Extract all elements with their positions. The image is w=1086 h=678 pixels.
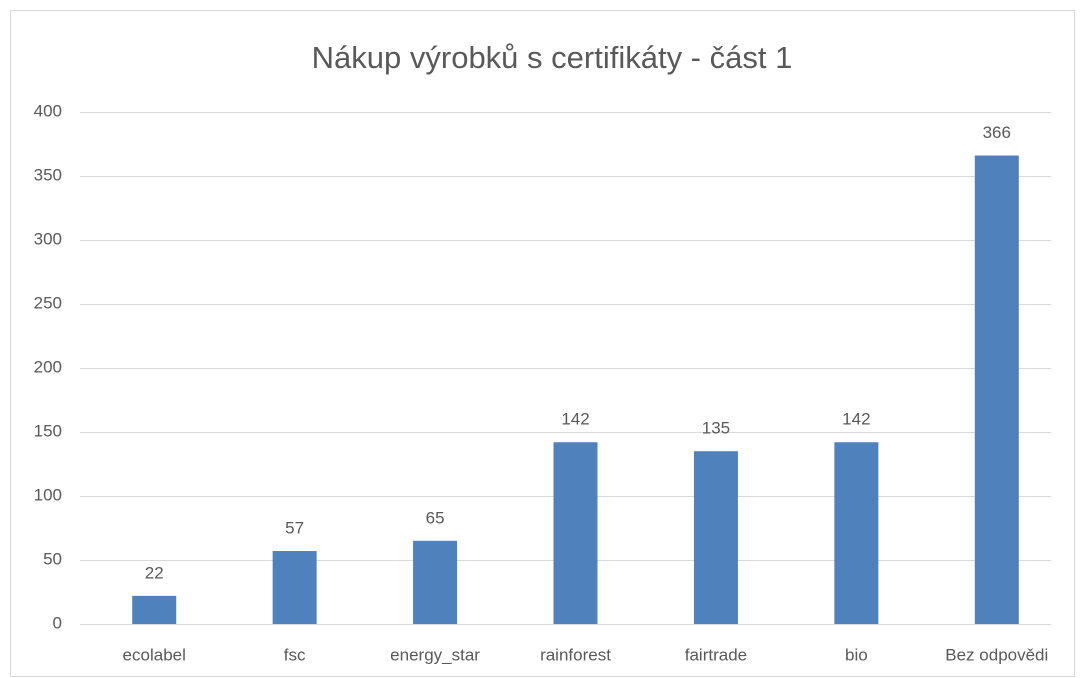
x-tick-label: rainforest bbox=[540, 645, 611, 664]
data-label: 65 bbox=[426, 508, 445, 527]
bar bbox=[974, 155, 1019, 624]
x-tick-label: ecolabel bbox=[123, 645, 186, 664]
data-label: 57 bbox=[285, 519, 304, 538]
data-label: 22 bbox=[145, 563, 164, 582]
y-tick-label: 250 bbox=[34, 293, 62, 312]
x-tick-label: energy_star bbox=[390, 645, 480, 664]
bar bbox=[693, 451, 738, 624]
y-tick-label: 50 bbox=[43, 549, 62, 568]
y-tick-label: 300 bbox=[34, 229, 62, 248]
y-tick-label: 350 bbox=[34, 165, 62, 184]
x-tick-label: Bez odpovědi bbox=[945, 645, 1048, 664]
y-tick-label: 400 bbox=[34, 101, 62, 120]
data-label: 135 bbox=[702, 419, 730, 438]
chart-title: Nákup výrobků s certifikáty - část 1 bbox=[312, 40, 793, 75]
bar bbox=[272, 551, 317, 624]
chart-frame bbox=[10, 10, 1075, 677]
data-label: 142 bbox=[842, 410, 870, 429]
bar bbox=[834, 442, 879, 624]
y-tick-label: 100 bbox=[34, 485, 62, 504]
y-tick-label: 0 bbox=[53, 613, 62, 632]
x-tick-label: bio bbox=[845, 645, 868, 664]
y-tick-label: 150 bbox=[34, 421, 62, 440]
x-tick-label: fairtrade bbox=[685, 645, 747, 664]
bar bbox=[553, 442, 598, 624]
bar bbox=[132, 595, 177, 624]
y-tick-label: 200 bbox=[34, 357, 62, 376]
x-tick-label: fsc bbox=[284, 645, 306, 664]
bar bbox=[413, 540, 458, 624]
data-label: 366 bbox=[983, 123, 1011, 142]
data-label: 142 bbox=[561, 410, 589, 429]
